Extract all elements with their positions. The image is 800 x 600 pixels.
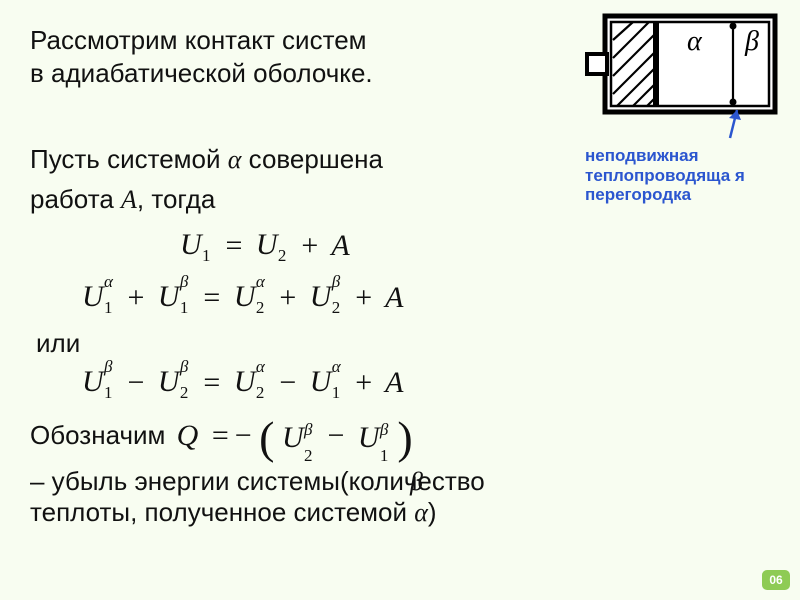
footer-alpha: α (414, 498, 428, 527)
slide: α β неподвижная теплопроводяща я перегор… (0, 0, 800, 600)
l2-prefix: Пусть системой (30, 144, 228, 174)
l3-suffix: , тогда (137, 184, 215, 214)
diagram-svg: α β (585, 10, 780, 140)
footer: – убыль энергии системы(количество β теп… (30, 466, 776, 528)
l3-prefix: работа (30, 184, 121, 214)
denote-label: Обозначим (30, 420, 165, 450)
footer-l1: – убыль энергии системы(количество (30, 466, 776, 497)
figure: α β неподвижная теплопроводяща я перегор… (585, 10, 780, 205)
l2-alpha: α (228, 145, 242, 174)
or-label: или (36, 328, 776, 359)
l2-suffix: совершена (241, 144, 383, 174)
equation-3: Uβ1 − Uβ2 = Uα2 − Uα1 + A (82, 365, 776, 405)
l3-A: А (121, 185, 137, 214)
alpha-label: α (687, 26, 703, 57)
figure-caption: неподвижная теплопроводяща я перегородка (585, 146, 780, 205)
intro-line-1: Рассмотрим контакт систем в адиабатическ… (30, 24, 580, 89)
denote-line: Обозначим Q =− ( Uβ2 − Uβ1 ) (30, 415, 776, 458)
footer-l2: теплоты, полученное системой α) (30, 497, 776, 528)
footer-beta: β (410, 466, 423, 497)
beta-label: β (744, 26, 759, 57)
page-number-badge: 06 (762, 570, 790, 590)
equation-q: Q =− ( Uβ2 − Uβ1 ) (177, 416, 413, 458)
equation-2: Uα1 + Uβ1 = Uα2 + Uβ2 + A (82, 280, 776, 320)
equation-1: U1 = U2 + A (180, 228, 776, 268)
